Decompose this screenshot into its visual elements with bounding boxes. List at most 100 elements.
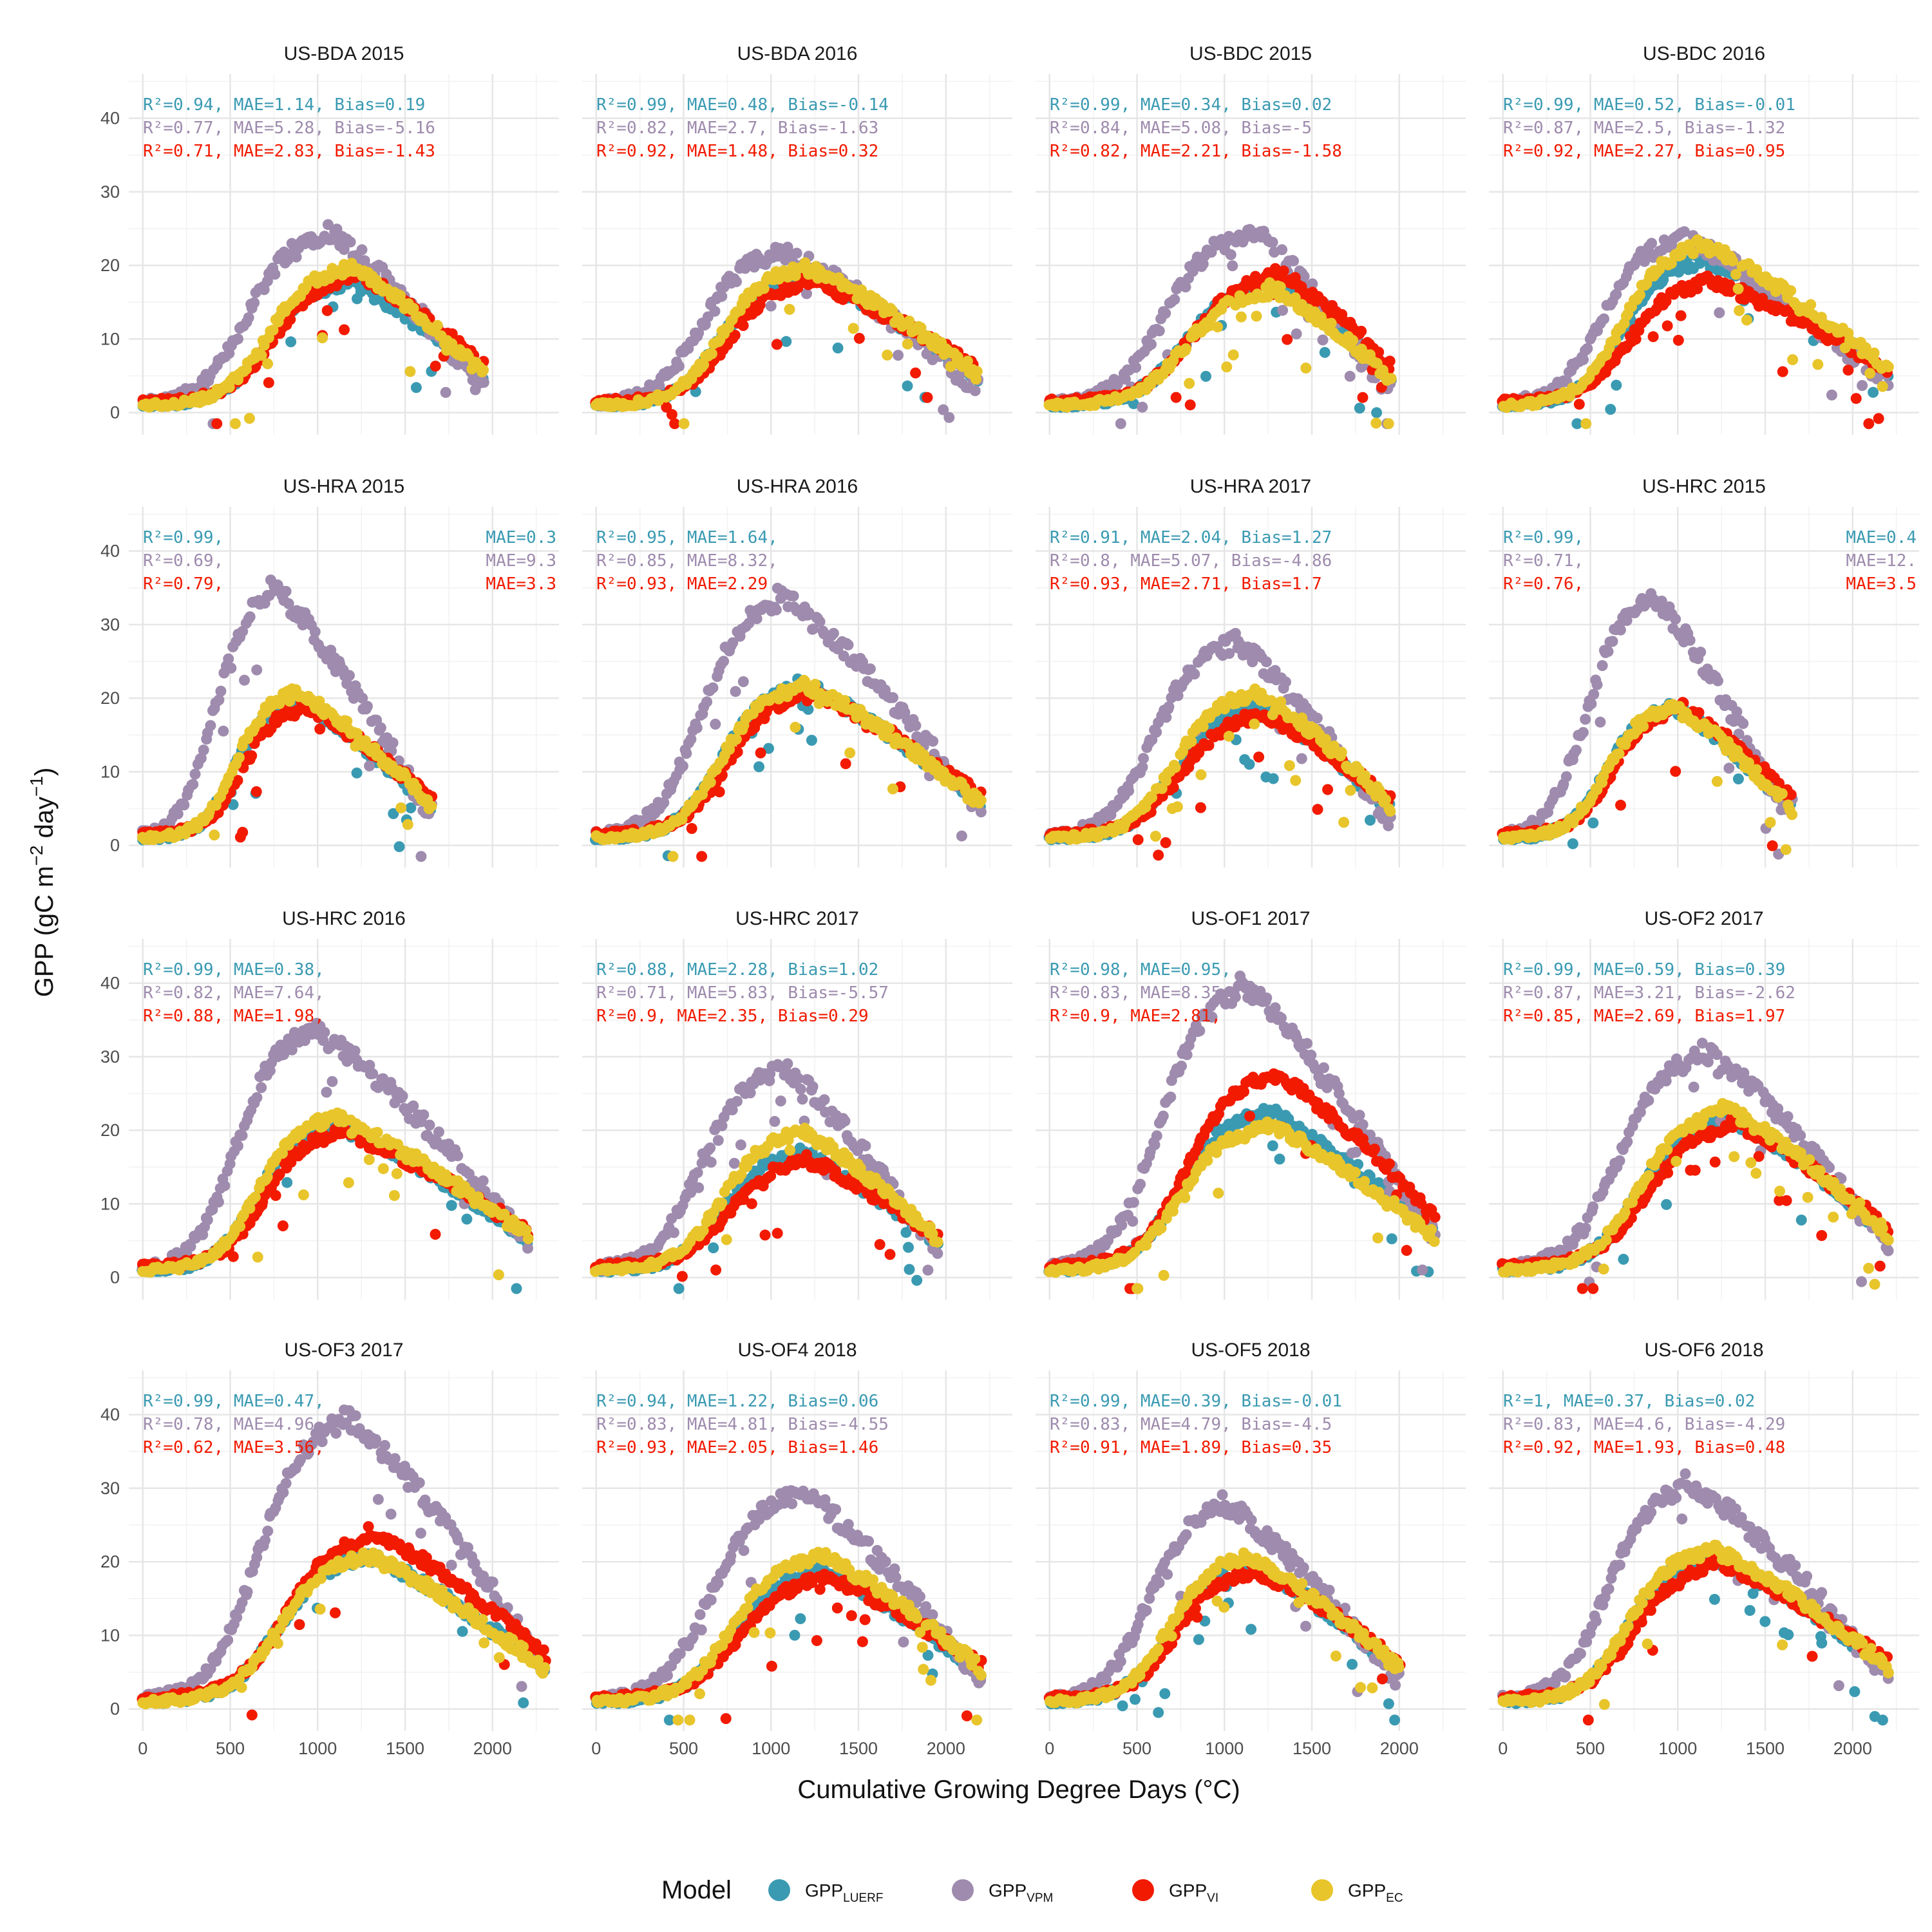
data-point-ec	[404, 366, 416, 377]
data-point-ec	[1170, 762, 1181, 773]
data-point-vpm	[232, 333, 243, 345]
data-point-luerf	[1587, 817, 1599, 829]
y-tick-label: 10	[100, 762, 120, 781]
data-point-vpm	[1123, 785, 1135, 797]
metric-annotation: MAE=0.3	[486, 528, 556, 547]
data-point-ec	[262, 358, 273, 370]
data-point-ec	[1212, 321, 1224, 333]
metric-annotation: R²=0.94, MAE=1.14, Bias=0.19	[143, 95, 425, 115]
data-point-vpm	[440, 386, 451, 398]
data-point-vi	[339, 324, 350, 336]
data-point-vpm	[1277, 305, 1289, 316]
data-point-vpm	[322, 219, 334, 231]
data-point-ec	[402, 819, 413, 830]
metric-annotation: R²=0.92, MAE=1.48, Bias=0.32	[596, 142, 878, 161]
data-point-vpm	[269, 269, 281, 280]
data-point-vi	[1170, 392, 1182, 403]
data-point-ec	[1235, 311, 1247, 323]
data-point-ec	[784, 303, 795, 315]
data-point-vpm	[730, 686, 741, 697]
data-point-ec	[1347, 335, 1359, 346]
data-point-vi	[714, 786, 725, 798]
data-point-vpm	[290, 251, 302, 263]
data-point-ec	[1180, 343, 1192, 354]
data-point-vpm	[478, 377, 489, 388]
data-point-vi	[285, 314, 296, 325]
data-point-vi	[1842, 365, 1854, 376]
data-point-ec	[1385, 373, 1397, 384]
data-point-vpm	[716, 290, 728, 302]
data-point-vi	[1253, 752, 1265, 762]
data-point-vi	[1357, 392, 1368, 403]
data-point-vpm	[1582, 343, 1593, 354]
data-point-vpm	[710, 719, 721, 730]
data-point-ec	[1171, 801, 1183, 813]
data-point-luerf	[806, 735, 817, 746]
data-point-ec	[1345, 784, 1356, 796]
data-point-vpm	[344, 670, 355, 681]
data-point-vi	[246, 750, 258, 761]
data-point-luerf	[1244, 759, 1255, 770]
data-point-vpm	[205, 720, 216, 732]
data-point-ec	[706, 348, 717, 359]
data-point-vpm	[943, 412, 955, 423]
data-point-vpm	[187, 779, 199, 790]
data-point-luerf	[1605, 404, 1616, 415]
data-point-vpm	[1344, 370, 1356, 382]
data-point-luerf	[781, 336, 792, 347]
data-point-vpm	[765, 300, 777, 312]
facet-title: US-HRC 2015	[1642, 476, 1766, 497]
metric-annotation: R²=0.99, MAE=0.48, Bias=-0.14	[596, 95, 889, 115]
data-point-ec	[1290, 775, 1302, 786]
metric-annotations: R²=0.95, MAE=1.64,R²=0.85, MAE=8.32,R²=0…	[596, 528, 778, 594]
data-point-vi	[1850, 393, 1862, 404]
metric-annotation: MAE=3.3	[486, 574, 556, 594]
data-point-ec	[848, 323, 859, 334]
data-point-ec	[1186, 736, 1197, 747]
data-point-vpm	[1578, 354, 1589, 365]
metric-annotation: R²=0.95, MAE=1.64,	[596, 528, 778, 547]
data-point-vi	[1132, 834, 1144, 846]
metric-annotation: R²=0.82, MAE=2.21, Bias=-1.58	[1050, 142, 1342, 161]
data-point-ec	[395, 802, 407, 813]
data-point-vi	[666, 409, 677, 421]
metric-annotation: MAE=9.3	[486, 551, 556, 571]
data-point-luerf	[1200, 370, 1211, 382]
data-point-ec	[678, 418, 690, 430]
data-point-luerf	[902, 380, 913, 392]
data-point-vpm	[677, 761, 688, 772]
metric-annotation: R²=0.99,	[143, 528, 223, 547]
data-point-vi	[1312, 804, 1323, 815]
data-point-vpm	[1267, 236, 1278, 248]
data-point-vpm	[218, 725, 229, 737]
data-point-luerf	[832, 342, 844, 354]
data-point-ec	[844, 747, 856, 759]
data-point-ec	[902, 338, 913, 350]
data-point-vpm	[361, 701, 373, 712]
metric-annotation: R²=0.93, MAE=2.71, Bias=1.7	[1050, 574, 1322, 594]
data-point-vpm	[673, 361, 685, 372]
metric-annotation: R²=0.99, MAE=0.52, Bias=-0.01	[1503, 95, 1795, 115]
data-point-vpm	[910, 720, 922, 732]
data-point-vpm	[709, 305, 721, 317]
data-point-vpm	[927, 735, 939, 747]
data-point-ec	[1223, 730, 1235, 742]
data-point-vi	[696, 851, 708, 862]
data-point-ec	[229, 418, 241, 430]
data-point-vpm	[788, 591, 799, 601]
data-point-ec	[887, 783, 898, 795]
metric-annotation: R²=0.92, MAE=2.27, Bias=0.95	[1503, 142, 1785, 161]
data-point-vi	[1184, 399, 1196, 411]
data-point-vpm	[1857, 380, 1868, 392]
data-point-ec	[1732, 283, 1744, 294]
facet-title: US-HRA 2015	[283, 476, 404, 497]
data-point-ec	[884, 723, 895, 734]
data-point-vpm	[239, 674, 250, 686]
data-point-vpm	[1280, 676, 1291, 688]
data-point-ec	[1283, 760, 1295, 772]
data-point-vpm	[701, 696, 713, 708]
data-point-luerf	[1868, 386, 1879, 398]
data-point-ec	[790, 721, 801, 733]
data-point-vi	[263, 377, 274, 388]
